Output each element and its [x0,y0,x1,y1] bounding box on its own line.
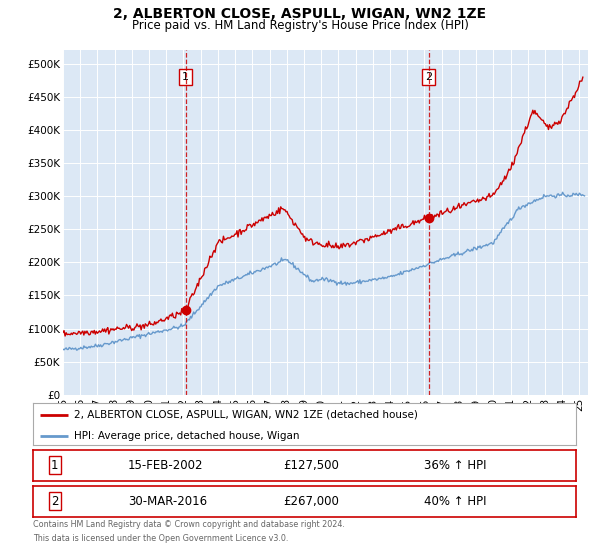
Text: 1: 1 [51,459,58,472]
Text: 36% ↑ HPI: 36% ↑ HPI [424,459,487,472]
Text: £267,000: £267,000 [283,494,338,508]
Text: 30-MAR-2016: 30-MAR-2016 [128,494,207,508]
Text: 15-FEB-2002: 15-FEB-2002 [128,459,203,472]
Text: £127,500: £127,500 [283,459,338,472]
Text: 1: 1 [182,72,189,82]
Text: 2, ALBERTON CLOSE, ASPULL, WIGAN, WN2 1ZE (detached house): 2, ALBERTON CLOSE, ASPULL, WIGAN, WN2 1Z… [74,409,418,419]
Text: Contains HM Land Registry data © Crown copyright and database right 2024.: Contains HM Land Registry data © Crown c… [33,520,345,529]
Text: 2: 2 [51,494,58,508]
Text: Price paid vs. HM Land Registry's House Price Index (HPI): Price paid vs. HM Land Registry's House … [131,19,469,32]
Text: 2, ALBERTON CLOSE, ASPULL, WIGAN, WN2 1ZE: 2, ALBERTON CLOSE, ASPULL, WIGAN, WN2 1Z… [113,7,487,21]
Text: HPI: Average price, detached house, Wigan: HPI: Average price, detached house, Wiga… [74,431,299,441]
Text: This data is licensed under the Open Government Licence v3.0.: This data is licensed under the Open Gov… [33,534,289,543]
Text: 40% ↑ HPI: 40% ↑ HPI [424,494,487,508]
Text: 2: 2 [425,72,433,82]
